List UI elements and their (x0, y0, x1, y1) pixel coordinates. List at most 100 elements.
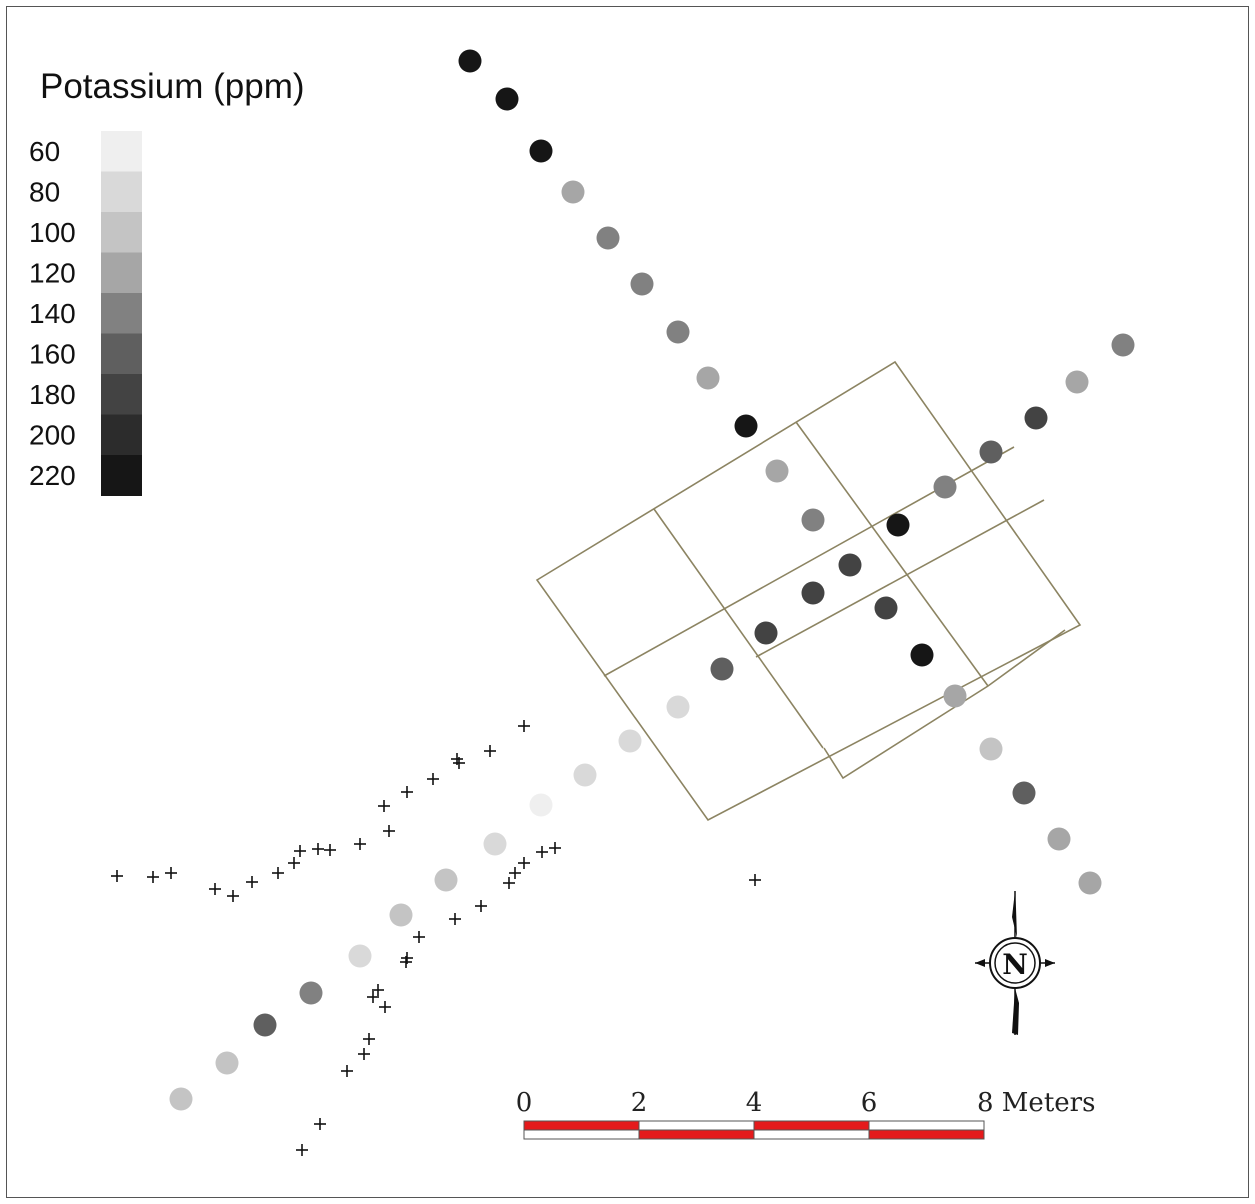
legend-label: 180 (29, 379, 76, 410)
legend-label: 80 (29, 177, 60, 208)
legend-label: 100 (29, 217, 76, 248)
sample-point (253, 1013, 277, 1037)
sample-point (734, 414, 758, 438)
sample-point (348, 944, 372, 968)
plus-marker (475, 900, 487, 912)
legend-swatch (101, 171, 142, 213)
plus-marker (379, 1001, 391, 1013)
plus-marker (400, 956, 412, 968)
sample-point (561, 180, 585, 204)
scale-bar-segment (753, 1120, 870, 1131)
sample-point (573, 763, 597, 787)
sample-point (838, 553, 862, 577)
sample-point (933, 475, 957, 499)
legend-swatch (101, 414, 142, 456)
plus-marker (272, 867, 284, 879)
plus-marker (209, 883, 221, 895)
legend-swatch (101, 212, 142, 253)
plus-marker (378, 800, 390, 812)
sample-point (801, 581, 825, 605)
grid-outline (535, 360, 1082, 822)
legend-swatch (101, 455, 142, 496)
sample-point (910, 643, 934, 667)
sample-point (495, 87, 519, 111)
scale-bar-label: 2 (631, 1088, 648, 1118)
grid-line (795, 421, 989, 687)
scale-bar: 0 2 4 6 8 Meters (516, 1088, 1095, 1140)
plus-marker (314, 1118, 326, 1130)
scale-bar-segment (868, 1129, 985, 1140)
plus-marker (111, 870, 123, 882)
sample-point (434, 868, 458, 892)
scale-bar-segment (868, 1120, 985, 1131)
plus-marker (227, 890, 239, 902)
legend-label: 120 (29, 258, 76, 289)
plus-marker (453, 757, 465, 769)
sample-point (943, 684, 967, 708)
plus-marker (749, 874, 761, 886)
scale-bar-segment (523, 1129, 640, 1140)
plus-marker (341, 1065, 353, 1077)
plus-marker (372, 984, 384, 996)
legend-label: 200 (29, 420, 76, 451)
plus-marker (449, 913, 461, 925)
plus-marker (363, 1033, 375, 1045)
sample-point (630, 272, 654, 296)
sample-point (765, 459, 789, 483)
sample-point (1078, 871, 1102, 895)
sample-point (215, 1051, 239, 1075)
plus-marker (401, 786, 413, 798)
map-frame (6, 6, 1249, 1198)
sample-point (529, 793, 553, 817)
plus-marker (518, 857, 530, 869)
scale-bar-label: 4 (746, 1088, 763, 1118)
sample-point (979, 440, 1003, 464)
sample-point (1047, 827, 1071, 851)
scale-bar-label: 0 (516, 1088, 533, 1118)
plus-marker (367, 991, 379, 1003)
sample-point (666, 695, 690, 719)
sample-point (696, 366, 720, 390)
plus-marker (503, 877, 515, 889)
plus-marker (509, 867, 521, 879)
sample-point (754, 621, 778, 645)
sample-points (169, 49, 1135, 1111)
sample-point (886, 513, 910, 537)
plus-marker (165, 867, 177, 879)
grid-extension (823, 629, 1066, 780)
legend: Potassium (ppm) 60 80 100 120 140 160 180 200 22… (29, 67, 305, 496)
plus-marker (536, 846, 548, 858)
plus-marker (518, 720, 530, 732)
plus-marker (246, 876, 258, 888)
grid-line (653, 508, 824, 749)
sample-point (529, 139, 553, 163)
sample-point (874, 596, 898, 620)
scale-bar-segment (638, 1120, 755, 1131)
sample-point (666, 320, 690, 344)
plus-markers (111, 720, 761, 1156)
sample-point (483, 832, 507, 856)
plus-marker (484, 745, 496, 757)
plus-marker (358, 1048, 370, 1060)
plus-marker (354, 838, 366, 850)
plus-marker (413, 931, 425, 943)
scale-bar-segment (638, 1129, 755, 1140)
sample-point (618, 729, 642, 753)
legend-title: Potassium (ppm) (40, 67, 305, 106)
sample-point (458, 49, 482, 73)
north-arrow: N (975, 891, 1055, 1035)
sample-point (801, 508, 825, 532)
grid-line (755, 499, 1045, 658)
legend-label: 160 (29, 339, 76, 370)
sample-point (389, 903, 413, 927)
north-label: N (1002, 948, 1028, 981)
legend-swatch (101, 131, 142, 172)
sample-point (710, 657, 734, 681)
sample-point (1065, 370, 1089, 394)
legend-label: 60 (29, 136, 60, 167)
sample-point (1111, 333, 1135, 357)
scale-bar-label: 8 Meters (977, 1088, 1095, 1118)
legend-label: 220 (29, 460, 76, 491)
